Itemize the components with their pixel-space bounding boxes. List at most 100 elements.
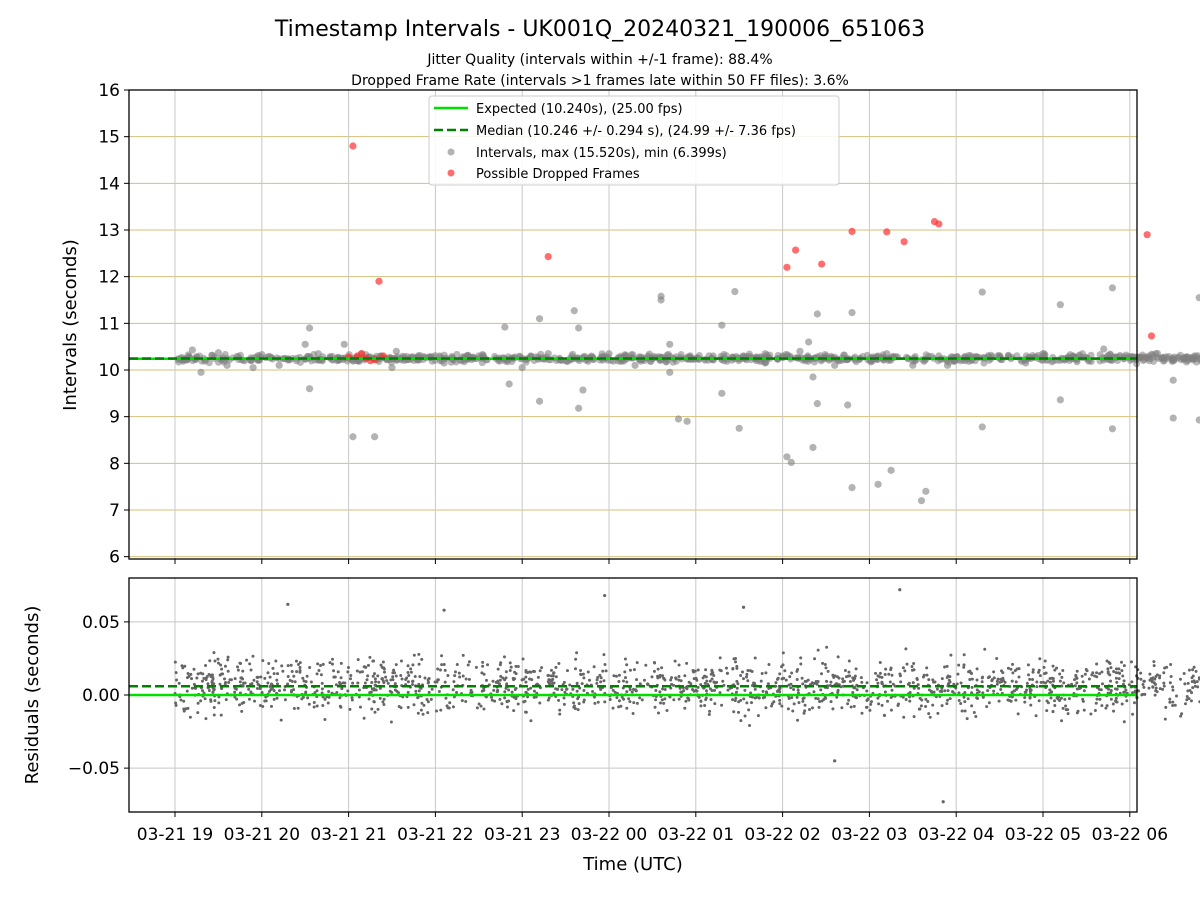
residual-point (216, 661, 220, 665)
residual-point (338, 696, 342, 700)
residual-point (792, 702, 796, 706)
residual-point (833, 759, 837, 763)
residual-point (788, 675, 792, 679)
top-ytick-label: 13 (98, 221, 120, 241)
residual-point (1171, 688, 1175, 692)
residual-point (760, 672, 764, 676)
residual-point (653, 705, 657, 709)
residual-point (196, 711, 200, 715)
residual-point (1051, 679, 1055, 683)
interval-point (761, 350, 769, 358)
residual-point (1051, 677, 1055, 681)
residual-point (736, 682, 740, 686)
residual-point (608, 697, 612, 701)
residual-point (1064, 704, 1068, 708)
residual-point (1152, 664, 1156, 668)
residual-point (373, 710, 377, 714)
top-ytick-label: 12 (98, 268, 120, 288)
residual-point (416, 696, 420, 700)
residual-point (685, 661, 689, 665)
interval-point (666, 368, 674, 376)
residual-point (579, 669, 583, 673)
residual-point (591, 690, 595, 694)
residual-point (951, 690, 955, 694)
residual-point (710, 677, 714, 681)
residual-point (959, 681, 963, 685)
residual-point (461, 674, 465, 678)
residual-point (1161, 687, 1165, 691)
legend-expected-label: Expected (10.240s), (25.00 fps) (476, 102, 683, 117)
residual-point (1187, 668, 1191, 672)
residual-point (709, 698, 713, 702)
residual-point (213, 699, 217, 703)
residual-point (644, 663, 648, 667)
residual-point (929, 689, 933, 693)
interval-point (980, 359, 988, 367)
residual-point (917, 686, 921, 690)
residual-point (1084, 667, 1088, 671)
residual-point (181, 666, 185, 670)
residual-point (190, 677, 194, 681)
residual-point (753, 687, 757, 691)
residual-point (1120, 702, 1124, 706)
residual-point (677, 678, 681, 682)
residual-point (319, 673, 323, 677)
residual-point (1034, 714, 1038, 718)
interval-point (579, 386, 587, 394)
residual-point (946, 689, 950, 693)
residual-point (924, 705, 928, 709)
residual-point (290, 669, 294, 673)
residual-point (1046, 701, 1050, 705)
residual-point (732, 710, 736, 714)
residual-point (1038, 657, 1042, 661)
residual-point (422, 703, 426, 707)
residual-point (505, 705, 509, 709)
residual-point (347, 666, 351, 670)
residual-point (247, 697, 251, 701)
residual-point (392, 668, 396, 672)
residual-point (810, 706, 814, 710)
residual-point (846, 702, 850, 706)
residual-point (829, 680, 833, 684)
residual-point (1015, 667, 1019, 671)
residual-point (865, 698, 869, 702)
residual-point (933, 680, 937, 684)
residual-point (571, 687, 575, 691)
residual-point (464, 677, 468, 681)
residual-point (251, 654, 255, 658)
residual-point (684, 699, 688, 703)
residual-point (931, 678, 935, 682)
residual-point (665, 709, 669, 713)
residual-point (731, 667, 735, 671)
residual-point (199, 671, 203, 675)
residual-point (393, 682, 397, 686)
residual-point (1139, 671, 1143, 675)
bottom-ytick-label: −0.05 (68, 759, 120, 779)
residual-point (356, 681, 360, 685)
residual-point (205, 675, 209, 679)
residual-point (1081, 680, 1085, 684)
residual-point (1045, 709, 1049, 713)
residual-point (707, 713, 711, 717)
residual-point (847, 659, 851, 663)
residual-point (1114, 671, 1118, 675)
residual-point (889, 696, 893, 700)
residual-point (962, 695, 966, 699)
residual-point (981, 691, 985, 695)
residual-point (901, 695, 905, 699)
residual-point (508, 669, 512, 673)
residual-point (425, 697, 429, 701)
residual-point (642, 678, 646, 682)
residual-point (315, 689, 319, 693)
interval-point (1039, 350, 1047, 358)
legend-dropped-label: Possible Dropped Frames (476, 167, 640, 182)
residual-point (877, 702, 881, 706)
residual-point (429, 697, 433, 701)
interval-point (994, 352, 1002, 360)
residual-point (997, 699, 1001, 703)
bottom-x-axis-ticks: 03-21 19 03-21 20 03-21 21 03-21 22 03-21 23… (137, 812, 1168, 845)
residual-point (412, 703, 416, 707)
residual-point (1038, 674, 1042, 678)
residual-point (987, 701, 991, 705)
residual-point (1108, 673, 1112, 677)
